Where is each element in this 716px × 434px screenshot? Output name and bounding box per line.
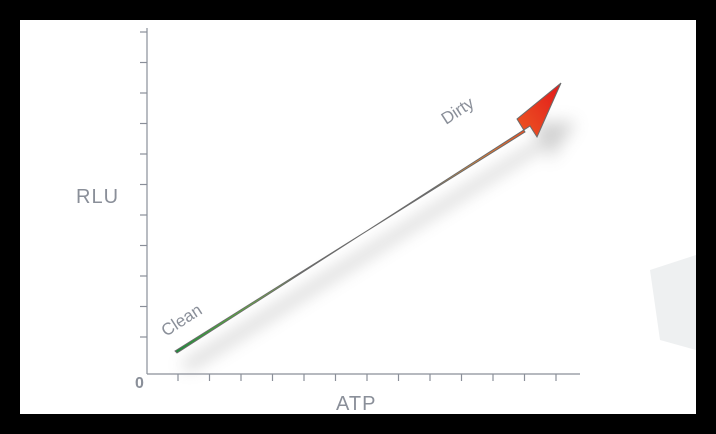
diagram-canvas: RLU ATP 0 Clean Dirty xyxy=(20,20,696,414)
y-axis-label: RLU xyxy=(76,186,119,208)
x-axis-ticks xyxy=(177,374,557,381)
clean-to-dirty-arrow xyxy=(174,82,562,354)
clean-label: Clean xyxy=(158,300,206,340)
y-axis-ticks xyxy=(140,31,147,338)
atp-rlu-diagram: RLU ATP 0 Clean Dirty xyxy=(76,28,696,414)
origin-label: 0 xyxy=(135,375,144,392)
dirty-label: Dirty xyxy=(438,93,478,128)
background-shadow-shape xyxy=(650,255,696,350)
arrow-shadow xyxy=(180,122,576,370)
x-axis-label: ATP xyxy=(336,393,376,414)
